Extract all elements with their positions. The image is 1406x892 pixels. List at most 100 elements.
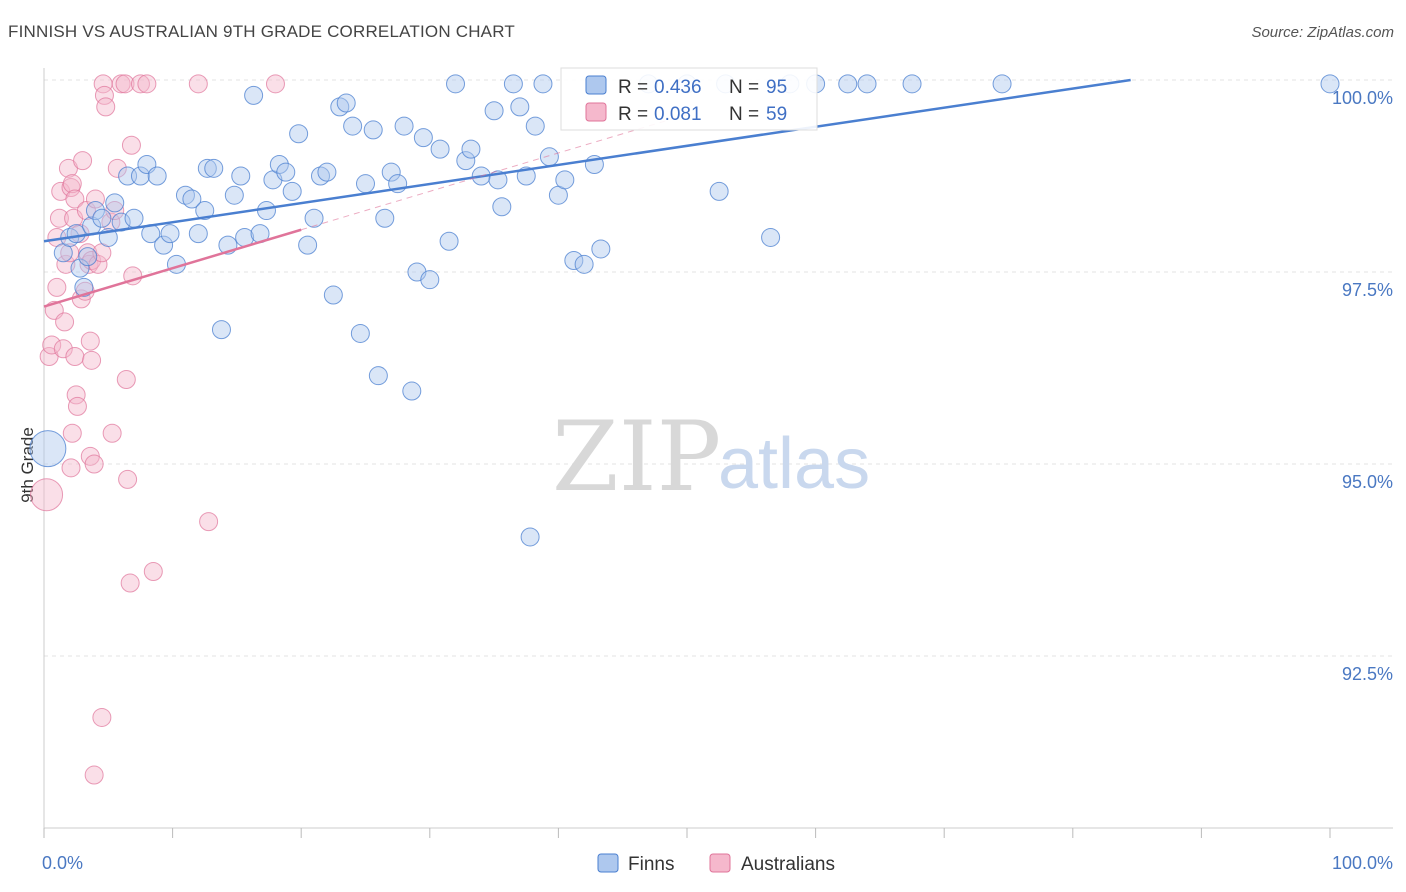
finns-point: [413, 128, 433, 148]
australians-point: [115, 74, 135, 94]
australians-point: [73, 151, 93, 171]
finns-point: [381, 162, 401, 182]
australians-point: [107, 158, 127, 178]
finns-point: [709, 181, 729, 201]
bottom-legend-finns-label: Finns: [628, 854, 674, 875]
australians-point: [85, 189, 105, 209]
watermark-zip: ZIP: [552, 401, 721, 513]
australians-trendline-extension: [301, 114, 688, 231]
legend-australians-n-label: N =: [729, 104, 759, 125]
finns-point: [394, 116, 414, 136]
finns-point: [591, 239, 611, 259]
y-axis-label: 9th Grade: [18, 427, 37, 503]
australians-point: [49, 208, 69, 228]
australians-point: [130, 74, 150, 94]
finns-point: [510, 97, 530, 117]
finns-point: [204, 158, 224, 178]
chart-title: FINNISH VS AUSTRALIAN 9TH GRADE CORRELAT…: [8, 22, 515, 41]
finns-point: [838, 74, 858, 94]
finns-point: [503, 74, 523, 94]
finns-point: [160, 224, 180, 244]
finns-point: [446, 74, 466, 94]
finns-point: [269, 154, 289, 174]
y-tick-label: 92.5%: [1342, 664, 1393, 684]
finns-point: [533, 74, 553, 94]
finns-point: [525, 116, 545, 136]
australians-point: [47, 277, 67, 297]
finns-point: [105, 193, 125, 213]
source-credit: Source: ZipAtlas.com: [1251, 24, 1394, 41]
finns-point: [323, 285, 343, 305]
finns-point: [461, 139, 481, 159]
finns-point: [188, 224, 208, 244]
series-legend: Finns Australians: [597, 853, 835, 875]
finns-point: [456, 151, 476, 171]
australians-point: [96, 97, 116, 117]
finns-point: [282, 181, 302, 201]
finns-point: [92, 208, 112, 228]
australians-point: [67, 396, 87, 416]
finns-trendline: [43, 78, 1131, 243]
finns-point: [992, 74, 1012, 94]
finns-point: [124, 208, 144, 228]
australians-point: [55, 312, 75, 332]
finns-point: [368, 366, 388, 386]
finns-point: [520, 527, 540, 547]
finns-point: [289, 124, 309, 144]
finns-point: [231, 166, 251, 186]
finns-point: [857, 74, 877, 94]
axes: [43, 68, 1393, 838]
finns-point: [350, 323, 370, 343]
legend-finns-n-label: N =: [729, 77, 759, 98]
finns-point: [130, 166, 150, 186]
legend-finns-swatch: [585, 75, 607, 95]
finns-point: [244, 85, 264, 105]
australians-trendline: [43, 228, 302, 308]
y-tick-label: 97.5%: [1342, 280, 1393, 300]
australians-point: [188, 74, 208, 94]
finns-point: [70, 258, 90, 278]
trendlines: [43, 78, 1131, 308]
legend-australians-r-value: 0.081: [654, 104, 702, 125]
finns-point: [564, 250, 584, 270]
finns-point: [555, 170, 575, 190]
finns-point: [336, 93, 356, 113]
watermark-atlas: atlas: [718, 424, 870, 504]
legend-finns-r-value: 0.436: [654, 77, 702, 98]
finns-point: [539, 147, 559, 167]
finns-point: [195, 201, 215, 221]
finns-point: [147, 166, 167, 186]
finns-points: [29, 74, 1340, 547]
finns-point: [256, 201, 276, 221]
finns-point: [439, 231, 459, 251]
y-tick-label: 95.0%: [1342, 472, 1393, 492]
australians-point: [84, 765, 104, 785]
australians-point: [88, 254, 108, 274]
finns-point: [182, 189, 202, 209]
watermark: ZIP atlas: [552, 401, 870, 513]
australians-point: [56, 254, 76, 274]
australians-point: [62, 423, 82, 443]
finns-point: [317, 162, 337, 182]
finns-point: [375, 208, 395, 228]
finns-point: [224, 185, 244, 205]
australians-point: [62, 174, 82, 194]
legend-finns-n-value: 95: [766, 77, 787, 98]
finns-point: [298, 235, 318, 255]
finns-point: [1320, 74, 1340, 94]
australians-point: [30, 478, 64, 512]
bottom-legend-australians-swatch: [709, 853, 731, 873]
finns-point: [363, 120, 383, 140]
gridlines: [44, 79, 1393, 657]
finns-point: [29, 430, 67, 468]
finns-point: [197, 158, 217, 178]
x-tick-label-min: 0.0%: [42, 853, 83, 873]
finns-point: [492, 197, 512, 217]
bottom-legend-australians-label: Australians: [741, 854, 835, 875]
australians-point: [265, 74, 285, 94]
finns-point: [211, 320, 231, 340]
finns-point: [574, 254, 594, 274]
australians-point: [116, 370, 136, 390]
australians-point: [120, 573, 140, 593]
